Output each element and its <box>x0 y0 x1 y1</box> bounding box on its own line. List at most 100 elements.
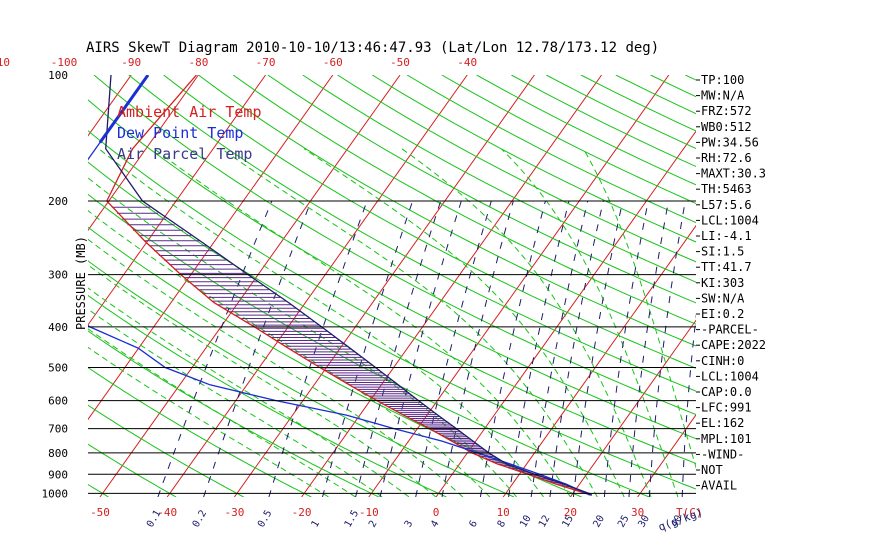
mixing-ratio-line <box>157 200 273 497</box>
index-label: TH:5463 <box>701 182 752 196</box>
moist-adiabat-line <box>88 238 464 497</box>
pressure-tick-label: 500 <box>48 361 68 374</box>
index-label: EI:0.2 <box>701 307 744 321</box>
ambient-temp-line <box>106 75 592 496</box>
parcel-temp-line <box>105 75 593 496</box>
pressure-gridlines <box>88 200 696 494</box>
y-axis-label: PRESSURE (MB) <box>74 236 88 330</box>
dry-adiabat-line <box>88 404 244 497</box>
dry-adiabat-line <box>88 130 696 465</box>
mixing-ratio-line <box>603 200 649 497</box>
pressure-tick-label: 1000 <box>42 487 69 500</box>
mixing-ratio-line <box>628 200 669 497</box>
index-label: PW:34.56 <box>701 135 759 149</box>
legend-ambient: Ambient Air Temp <box>117 103 262 121</box>
temp-tick-label-bottom: -30 <box>224 506 244 519</box>
index-label: CINH:0 <box>701 354 744 368</box>
index-label: LFC:991 <box>701 401 752 415</box>
index-label: LCL:1004 <box>701 369 759 383</box>
chart-title: AIRS SkewT Diagram 2010-10-10/13:46:47.9… <box>86 40 659 56</box>
moist-adiabat-line <box>88 210 491 497</box>
index-label: WB0:512 <box>701 120 752 134</box>
index-label: MAXT:30.3 <box>701 167 766 181</box>
dry-adiabat-line <box>232 75 696 325</box>
isotherm-line <box>88 75 334 421</box>
index-label: TT:41.7 <box>701 260 752 274</box>
pressure-tick-label: 700 <box>48 423 68 436</box>
dry-adiabat-line <box>163 75 696 369</box>
temp-tick-label-bottom: -50 <box>90 506 110 519</box>
index-label: LCL:1004 <box>701 213 759 227</box>
dry-adiabat-line <box>88 161 696 490</box>
index-label: TP:100 <box>701 73 744 87</box>
x-axis-label: T(C) <box>676 506 703 519</box>
mixing-ratio-line <box>648 200 686 497</box>
index-label: L57:5.6 <box>701 198 752 212</box>
pressure-tick-label: 800 <box>48 447 68 460</box>
isotherm-line <box>637 413 696 497</box>
mixing-ratio-line <box>268 200 368 497</box>
legend: Ambient Air Temp Dew Point Temp Air Parc… <box>117 103 262 163</box>
moist-adiabat-line <box>88 308 383 497</box>
index-label: CAP:0.0 <box>701 385 752 399</box>
isotherm-line <box>435 130 696 497</box>
mixing-ratio-line <box>203 200 312 497</box>
isotherm-line <box>301 75 603 497</box>
profile-series <box>88 75 593 496</box>
moist-adiabat-line <box>221 148 598 497</box>
plot-area <box>88 75 696 497</box>
pressure-tick-label: 300 <box>48 269 68 282</box>
isotherm-line <box>368 75 670 497</box>
temp-tick-label-bottom: 0 <box>433 506 440 519</box>
isotherm-line <box>88 75 199 232</box>
index-label: -WIND- <box>701 447 744 461</box>
isotherm-line <box>502 224 696 497</box>
temp-tick-label-top: -50 <box>390 56 410 69</box>
dry-adiabat-line <box>88 193 650 497</box>
dry-adiabat-line <box>88 330 380 497</box>
temp-tick-label-bottom: -40 <box>157 506 177 519</box>
dewpoint-top-segment <box>98 75 150 144</box>
index-label: SI:1.5 <box>701 245 744 259</box>
moist-adiabat-line <box>582 148 696 470</box>
mixing-ratio-label: 4 <box>429 519 442 530</box>
isotherm-line <box>233 75 535 497</box>
dry-adiabat-lines <box>88 75 696 497</box>
dry-adiabat-line <box>302 75 696 283</box>
temp-tick-label-top: -90 <box>121 56 141 69</box>
moist-adiabat-line <box>88 264 437 497</box>
index-label: NOT <box>701 463 723 477</box>
moist-adiabat-line <box>88 328 356 497</box>
index-label: RH:72.6 <box>701 151 752 165</box>
mixing-ratio-label: 30 <box>636 514 652 530</box>
pressure-tick-label: 400 <box>48 321 68 334</box>
index-label: MW:N/A <box>701 89 745 103</box>
pressure-tick-label: 200 <box>48 195 68 208</box>
mixing-ratio-line <box>379 200 462 497</box>
temp-tick-label-bottom: -20 <box>292 506 312 519</box>
moist-adiabat-line <box>88 287 410 497</box>
temp-tick-label-bottom: -10 <box>359 506 379 519</box>
mixing-ratio-lines <box>157 200 696 497</box>
dry-adiabat-line <box>88 367 312 497</box>
mixing-ratio-label: 3 <box>403 519 416 530</box>
moist-adiabat-line <box>153 148 571 497</box>
moist-adiabat-line <box>303 148 625 497</box>
dry-adiabat-line <box>267 75 696 304</box>
pressure-tick-label: 600 <box>48 395 68 408</box>
mixing-ratio-label: 40 <box>669 514 685 530</box>
temp-tick-label-top: -60 <box>323 56 343 69</box>
isotherm-line <box>88 75 267 326</box>
isotherm-line <box>569 319 696 497</box>
temp-tick-label-bottom: 20 <box>564 506 577 519</box>
moist-adiabat-line <box>401 148 652 497</box>
index-label: CAPE:2022 <box>701 338 766 352</box>
mixing-ratio-line <box>479 200 546 497</box>
pressure-tick-label: 900 <box>48 468 68 481</box>
mixing-ratio-line <box>355 200 442 497</box>
mixing-ratio-label: 25 <box>616 514 632 530</box>
mixing-ratio-label: 10 <box>518 514 534 530</box>
index-label: LI:-4.1 <box>701 229 752 243</box>
